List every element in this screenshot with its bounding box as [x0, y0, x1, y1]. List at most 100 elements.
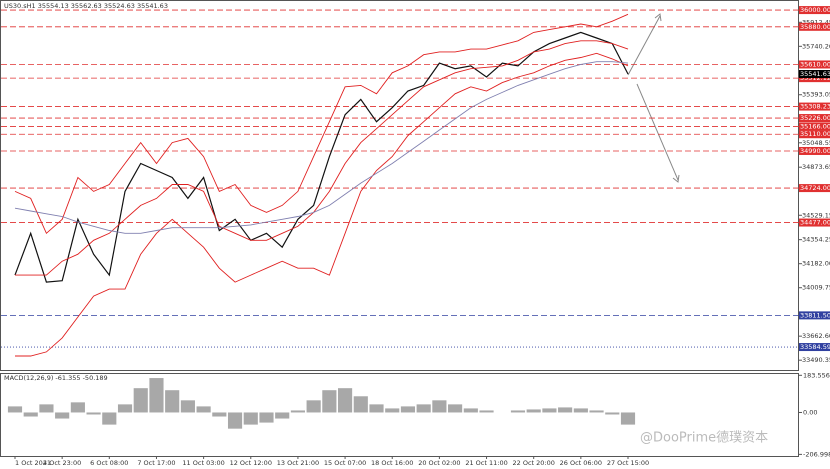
- x-tick-label: 11 Oct 03:00: [182, 459, 224, 467]
- macd-bar: [196, 406, 211, 413]
- macd-bar: [322, 390, 337, 413]
- x-tick-label: 12 Oct 12:00: [230, 459, 272, 467]
- macd-bar: [432, 400, 447, 413]
- macd-bar: [448, 404, 463, 413]
- chart-title: US30.sH1 35554.13 35562.63 35524.63 3554…: [4, 2, 168, 10]
- level-label: 34724.00: [800, 184, 830, 192]
- level-label: 34477.00: [800, 219, 830, 227]
- macd-bar: [290, 410, 305, 413]
- macd-bar: [306, 400, 321, 413]
- macd-bar: [180, 400, 195, 413]
- macd-bar: [7, 406, 23, 413]
- x-tick-label: 27 Oct 15:00: [607, 459, 649, 467]
- level-box: [799, 130, 830, 139]
- level-box: [799, 184, 830, 193]
- x-tick-label: 15 Oct 07:00: [324, 459, 366, 467]
- macd-bar: [133, 388, 148, 413]
- macd-bar: [102, 412, 117, 425]
- macd-bar: [526, 409, 541, 413]
- series-line: [15, 40, 629, 276]
- level-label: 35308.23: [800, 103, 830, 111]
- macd-bar: [227, 412, 243, 429]
- macd-bar: [510, 410, 526, 413]
- macd-bar: [70, 402, 85, 413]
- series-line: [14, 31, 629, 283]
- macd-bar: [117, 404, 133, 413]
- macd-bar: [400, 406, 416, 413]
- x-tick-label: 13 Oct 21:00: [277, 459, 319, 467]
- series-line: [14, 13, 629, 235]
- level-label: 36000.00: [800, 6, 830, 14]
- x-tick-label: 1 Oct 2021: [15, 459, 51, 467]
- macd-bar: [259, 412, 274, 423]
- level-label: 35512.12: [800, 74, 830, 82]
- y-tick-label: 34009.75: [802, 284, 830, 292]
- last-price-box: [799, 70, 830, 79]
- macd-bar: [605, 412, 620, 415]
- level-label: 35610.00: [800, 60, 830, 68]
- y-tick-label: 34873.65: [802, 163, 830, 171]
- macd-bar: [589, 410, 604, 413]
- macd-bar: [353, 396, 368, 413]
- x-tick-label: 6 Oct 08:00: [90, 459, 128, 467]
- level-box: [799, 146, 830, 155]
- macd-bar: [55, 412, 70, 419]
- macd-bar: [338, 388, 353, 413]
- level-box: [799, 343, 830, 352]
- level-box: [799, 311, 830, 320]
- macd-bar: [369, 404, 384, 413]
- y-tick-label: 33662.60: [802, 332, 830, 340]
- level-label: 35226.00: [800, 114, 830, 122]
- y-tick-label: 35740.20: [802, 42, 830, 50]
- x-tick-label: 26 Oct 06:00: [560, 459, 602, 467]
- macd-bar: [558, 407, 573, 413]
- watermark: @DooPrime德璞资本: [640, 431, 768, 446]
- macd-bar: [165, 390, 180, 413]
- y-tick-label: 35912.45: [802, 18, 830, 26]
- macd-bar: [275, 412, 290, 419]
- macd-bar: [542, 408, 557, 413]
- macd-bar: [149, 378, 164, 413]
- level-box: [799, 60, 830, 69]
- series-line: [15, 52, 629, 357]
- y-tick-label: -206.998: [803, 450, 830, 458]
- level-box: [799, 22, 830, 31]
- macd-bar: [86, 412, 101, 415]
- y-tick-label: 0.00: [803, 408, 817, 416]
- last-price-label: 35541.63: [800, 70, 830, 78]
- level-box: [799, 114, 830, 123]
- x-tick-label: 22 Oct 20:00: [513, 459, 555, 467]
- y-tick-label: 35048.55: [802, 139, 830, 147]
- level-label: 35166.00: [800, 122, 830, 130]
- level-label: 33584.59: [800, 343, 830, 351]
- level-label: 35110.00: [800, 130, 830, 138]
- main-panel: [0, 0, 799, 371]
- macd-bar: [620, 412, 636, 425]
- y-tick-label: 34182.00: [802, 260, 830, 268]
- projection-arrows: [627, 13, 680, 183]
- macd-title: MACD(12,26,9) -61.355 -50.189: [4, 374, 108, 382]
- y-tick-label: 34354.25: [802, 236, 830, 244]
- macd-bar: [39, 404, 54, 413]
- level-box: [799, 102, 830, 111]
- series-line: [14, 61, 629, 234]
- x-tick-label: 21 Oct 11:00: [465, 459, 507, 467]
- level-box: [799, 6, 830, 15]
- macd-bar: [416, 404, 431, 413]
- macd-bar: [23, 412, 38, 417]
- level-box: [799, 218, 830, 227]
- level-label: 34990.00: [800, 147, 830, 155]
- y-tick-label: 34529.15: [802, 211, 830, 219]
- macd-bar: [479, 410, 494, 413]
- macd-bar: [573, 408, 588, 413]
- level-label: 33811.50: [800, 311, 830, 319]
- level-box: [799, 122, 830, 131]
- macd-bar: [385, 408, 400, 413]
- x-tick-label: 20 Oct 02:00: [418, 459, 460, 467]
- x-tick-label: 18 Oct 16:00: [371, 459, 413, 467]
- x-tick-label: 4 Oct 23:00: [43, 459, 81, 467]
- level-box: [799, 74, 830, 83]
- macd-bar: [243, 412, 258, 425]
- x-tick-label: 7 Oct 17:00: [137, 459, 175, 467]
